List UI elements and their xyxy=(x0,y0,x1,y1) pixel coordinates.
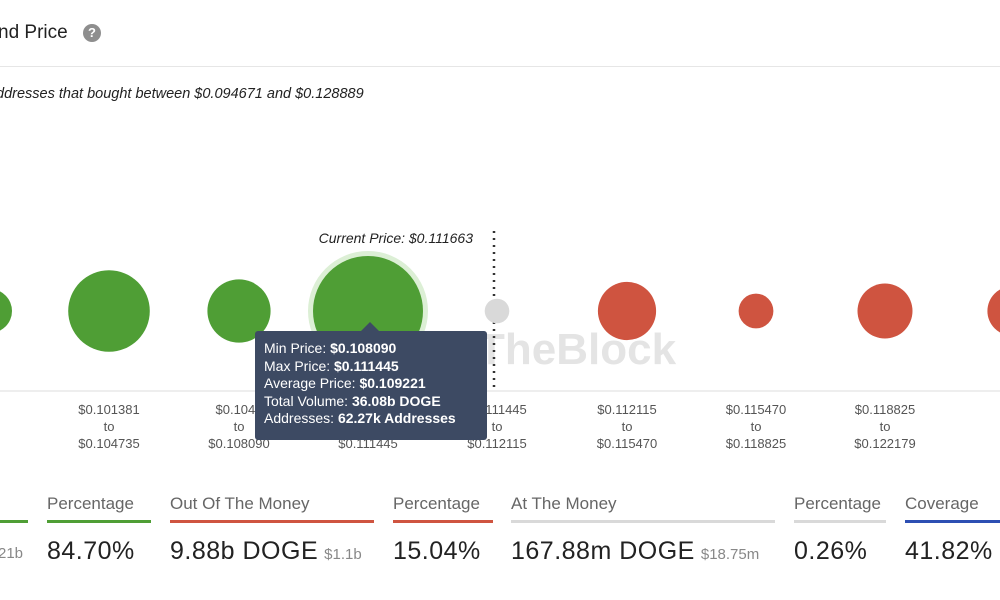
tooltip-total-volume: Total Volume: 36.08b DOGE xyxy=(264,392,441,409)
tick-to-3: to xyxy=(234,419,245,434)
stat-in-money-usd-partial: 21b xyxy=(0,545,24,562)
tick-from-7: $0.115470 xyxy=(726,402,787,417)
tooltip-arrow xyxy=(361,322,379,331)
tick-from-8: $0.118825 xyxy=(855,402,916,417)
bubble-3[interactable] xyxy=(207,279,271,343)
tick-from-6: $0.112115 xyxy=(597,402,657,417)
stat-in-money-percentage: Percentage 84.70% xyxy=(47,494,151,566)
watermark-text: TheBlock xyxy=(478,325,677,374)
tick-until-2: $0.104735 xyxy=(78,436,139,451)
tooltip-addresses: Addresses: 62.27k Addresses xyxy=(264,410,456,427)
tick-to-6: to xyxy=(622,419,633,434)
bubble-9[interactable] xyxy=(987,286,1000,335)
stat-coverage: Coverage 41.82% xyxy=(905,494,1000,566)
bubble-chart: TheBlock Current Price: $0.111663 2681$0… xyxy=(0,230,1000,451)
stat-out-percentage: Percentage 15.04% xyxy=(393,494,493,566)
stat-at-percentage: Percentage 0.26% xyxy=(794,494,886,566)
bubble-2[interactable] xyxy=(68,270,150,352)
widget-title: nd Price xyxy=(0,22,68,43)
bubble-8[interactable] xyxy=(857,283,913,339)
tick-until-6: $0.115470 xyxy=(597,436,658,451)
question-circle-icon[interactable]: ? xyxy=(83,24,101,42)
tick-to-8: to xyxy=(880,419,891,434)
bubble-6[interactable] xyxy=(597,281,657,341)
tooltip-average-price: Average Price: $0.109221 xyxy=(264,375,426,392)
current-price-label: Current Price: $0.111663 xyxy=(319,230,474,246)
stat-out-of-the-money: Out Of The Money 9.88b DOGE $1.1b xyxy=(170,494,374,566)
tick-to-7: to xyxy=(751,419,762,434)
bubble-5[interactable] xyxy=(484,298,510,324)
tick-to-5: to xyxy=(492,419,503,434)
bubble-tooltip: Min Price: $0.108090 Max Price: $0.11144… xyxy=(255,331,487,440)
tooltip-min-price: Min Price: $0.108090 xyxy=(264,340,397,356)
bubble-7[interactable] xyxy=(738,293,774,329)
tick-until-8: $0.122179 xyxy=(854,436,915,451)
stat-at-the-money: At The Money 167.88m DOGE $18.75m xyxy=(511,494,775,566)
tick-from-3: $0.1047 xyxy=(216,402,263,417)
tick-until-7: $0.118825 xyxy=(726,436,787,451)
tick-from-2: $0.101381 xyxy=(78,402,139,417)
stat-in-money-partial xyxy=(0,494,28,523)
tick-to-2: to xyxy=(104,419,115,434)
widget-header: nd Price ? xyxy=(0,0,1000,67)
widget-subtitle: ddresses that bought between $0.094671 a… xyxy=(0,86,364,102)
bubble-1[interactable] xyxy=(0,289,12,333)
tick-until-3: $0.108090 xyxy=(208,436,269,451)
tooltip-max-price: Max Price: $0.111445 xyxy=(264,357,399,374)
